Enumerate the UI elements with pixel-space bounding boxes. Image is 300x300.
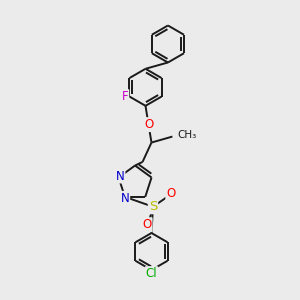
Text: S: S [149,200,157,213]
Text: F: F [122,90,128,103]
Text: CH₃: CH₃ [178,130,197,140]
Text: Cl: Cl [146,267,157,280]
Text: O: O [142,218,152,231]
Text: N: N [121,192,129,205]
Text: N: N [116,169,124,182]
Text: O: O [144,118,153,131]
Text: O: O [166,188,176,200]
